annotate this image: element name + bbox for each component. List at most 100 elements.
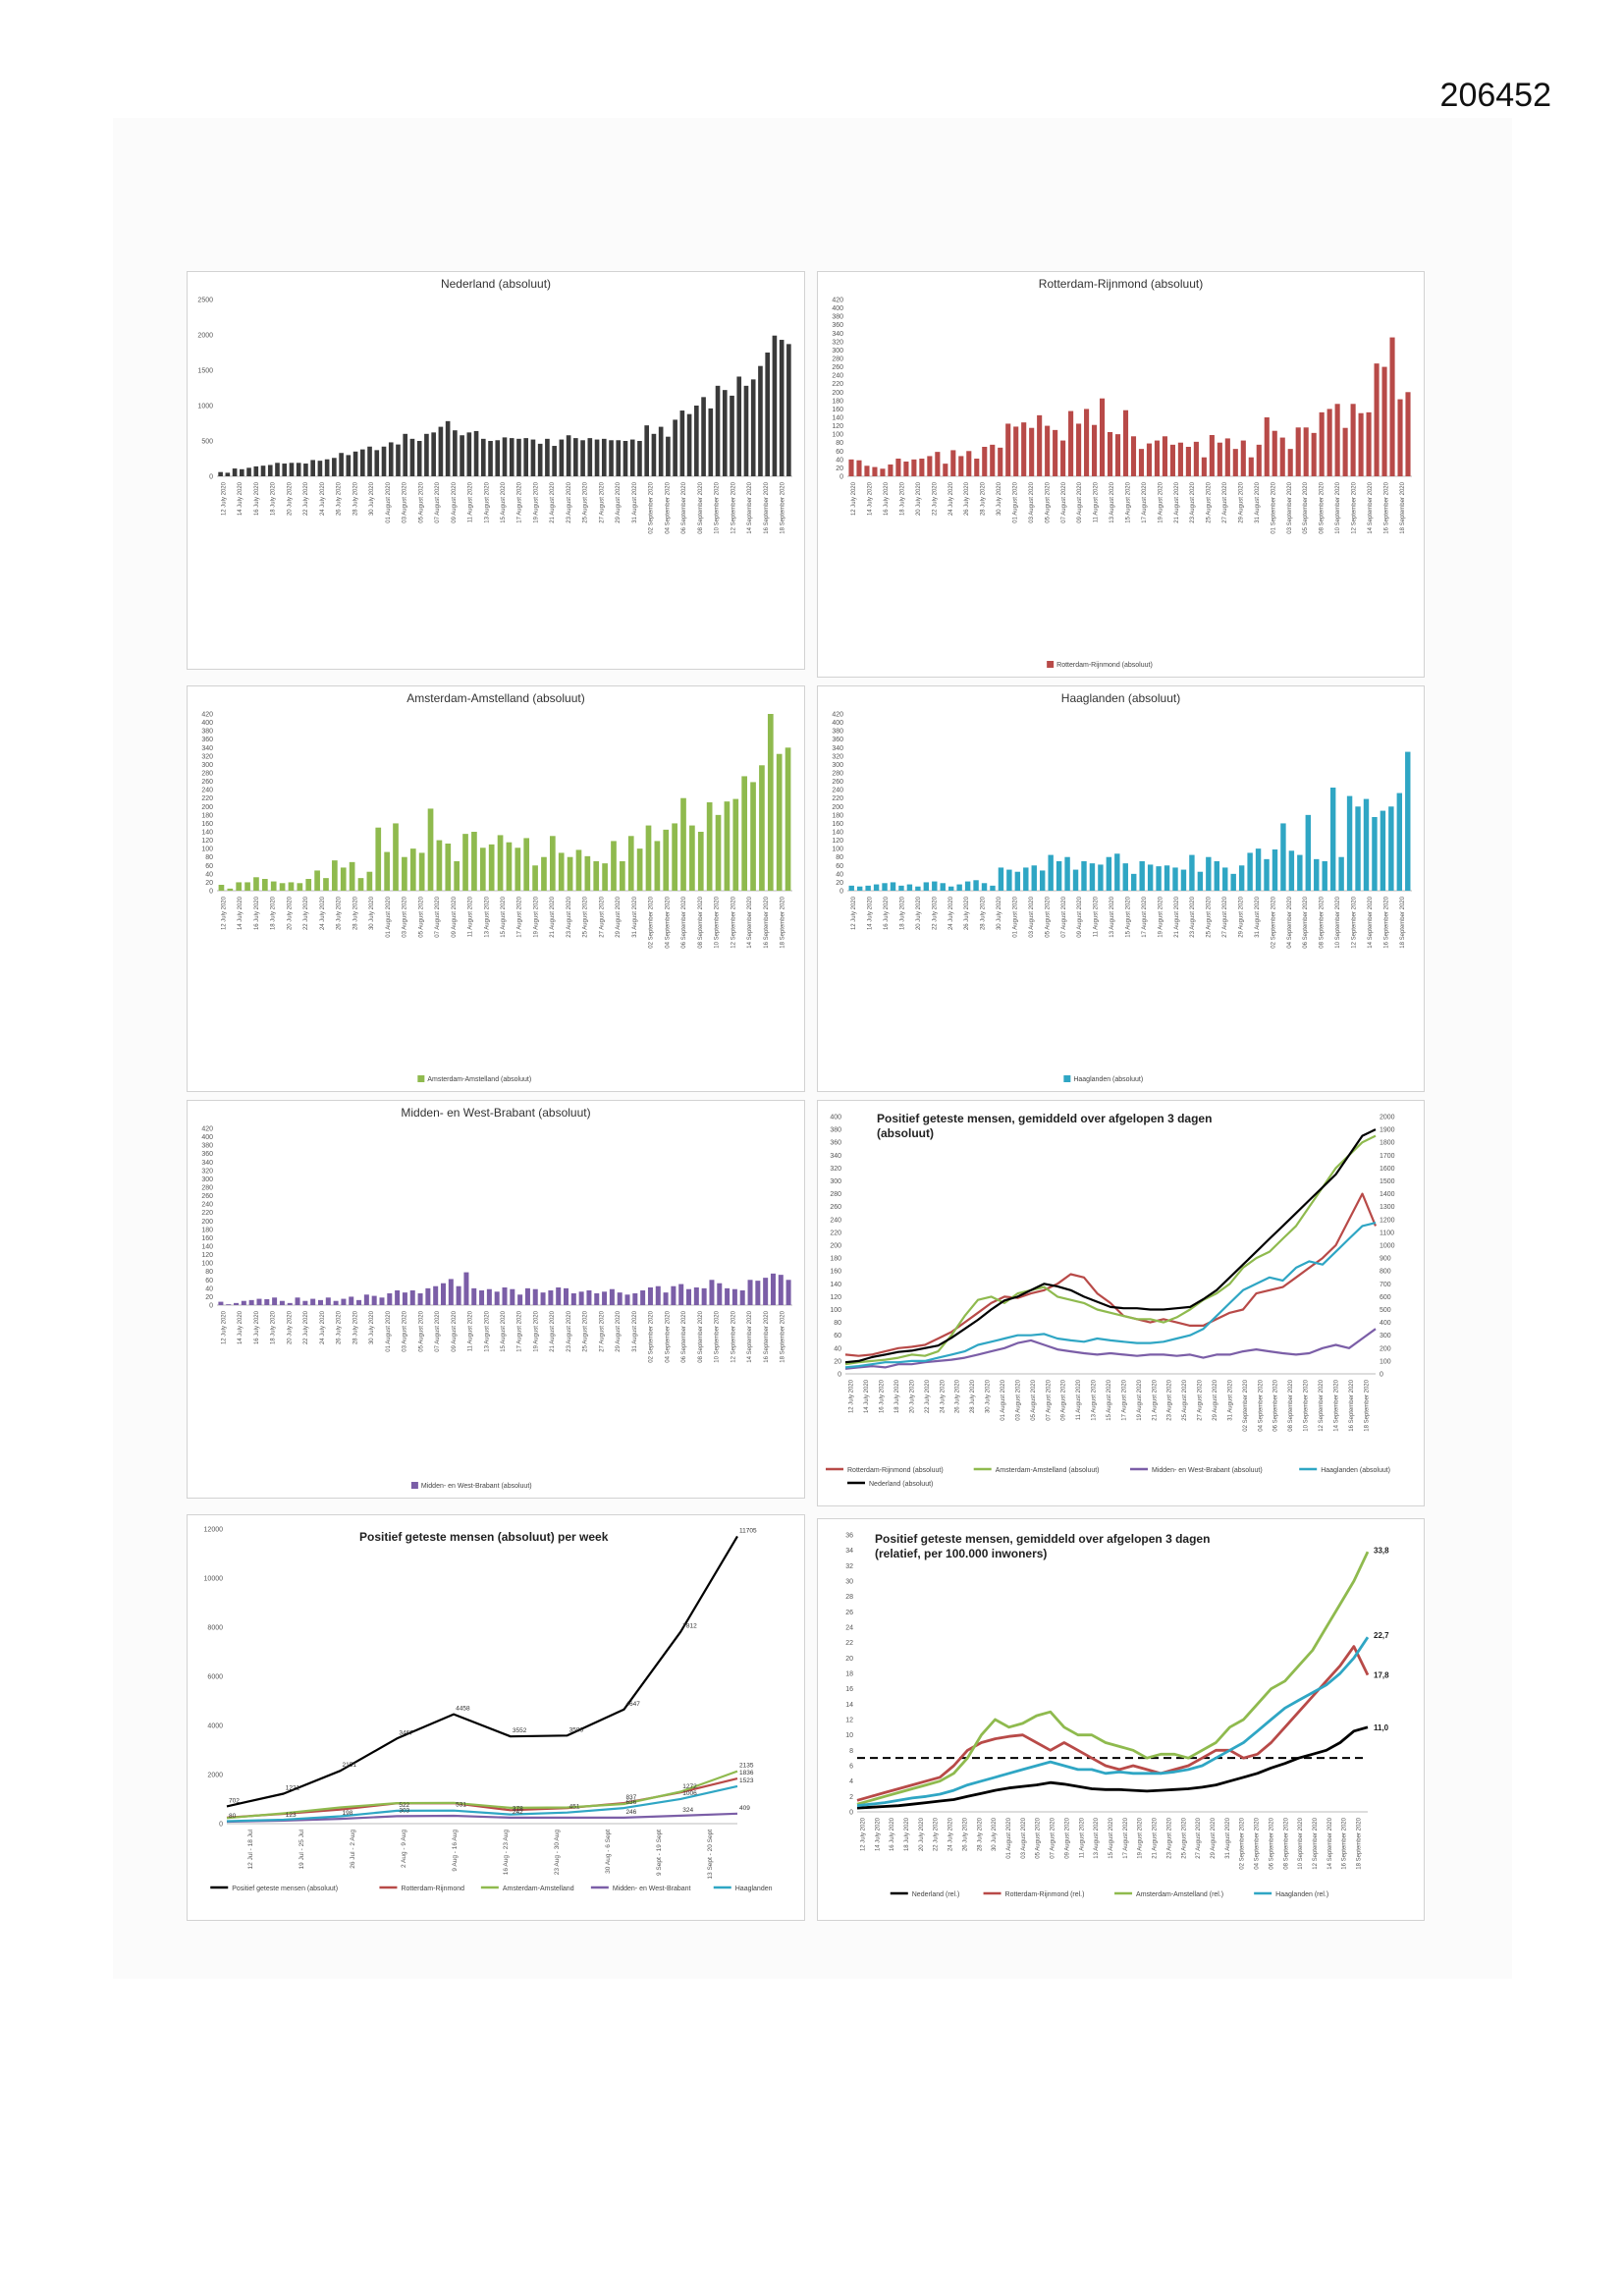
bar [872, 466, 878, 476]
data-label: 1272 [682, 1783, 697, 1790]
x-tick-label: 07 August 2020 [1061, 896, 1067, 937]
bar [1169, 444, 1175, 476]
bar [725, 1287, 731, 1305]
bar [602, 863, 608, 891]
x-tick-label: 05 August 2020 [1036, 1817, 1042, 1858]
bar [517, 1294, 523, 1305]
bar [888, 465, 893, 476]
chart-weekly-absolute: Positief geteste mensen (absoluut) per w… [204, 1527, 773, 1893]
bar [865, 885, 871, 891]
x-tick-label: 06 September 2020 [681, 896, 687, 948]
y-tick-label: 0 [838, 1372, 841, 1379]
x-tick-label: 04 September 2020 [665, 481, 671, 533]
x-tick-label: 08 September 2020 [698, 896, 704, 948]
y-tick-label: 280 [830, 1191, 841, 1198]
bar [632, 1293, 638, 1305]
bar [1138, 449, 1145, 476]
bar [765, 353, 770, 476]
bar [479, 1290, 485, 1305]
bar [1068, 410, 1074, 476]
bar [1076, 423, 1082, 476]
bar [1013, 426, 1019, 476]
x-tick-label: 19 August 2020 [1158, 896, 1164, 937]
y-tick-label: 220 [832, 795, 843, 802]
x-tick-label: 10 September 2020 [1335, 481, 1341, 533]
x-tick-label: 15 August 2020 [501, 896, 507, 937]
bar [1322, 861, 1327, 891]
bar [288, 882, 295, 891]
bar [882, 883, 888, 891]
data-label: 636 [625, 1799, 636, 1806]
x-tick-label: 30 July 2020 [369, 481, 375, 516]
y-tick-label: 80 [205, 854, 213, 861]
x-tick-label: 30 July 2020 [992, 1817, 998, 1851]
bar [1256, 444, 1262, 476]
data-label: 3467 [399, 1729, 413, 1736]
bar [759, 765, 765, 891]
y-tick-label: 420 [832, 712, 843, 719]
x-tick-label: 29 August 2020 [616, 481, 622, 522]
y-tick-label: 400 [832, 305, 843, 312]
bar [253, 877, 259, 891]
bar [253, 465, 259, 476]
y-tick-label: 600 [1380, 1294, 1391, 1301]
bar [974, 459, 980, 476]
data-label: 1523 [739, 1777, 754, 1784]
bar [609, 440, 614, 476]
bar [425, 1287, 431, 1305]
bar [395, 1290, 401, 1305]
bar [240, 468, 244, 476]
bar [736, 376, 742, 476]
y-tick-label: 100 [1380, 1358, 1391, 1365]
x-tick-label: 29 August 2020 [616, 896, 622, 937]
x-tick-label: 26 July 2020 [964, 481, 970, 516]
bar [580, 440, 585, 476]
x-tick-label: 11 August 2020 [468, 896, 474, 937]
x-tick-label: 06 September 2020 [681, 1310, 687, 1362]
bar [915, 886, 921, 891]
bar [409, 438, 415, 476]
bar [671, 1285, 677, 1305]
bar [578, 1291, 584, 1305]
x-tick-label: 16 July 2020 [890, 1817, 895, 1851]
bar [272, 1297, 278, 1305]
x-tick-label: 03 August 2020 [1015, 1379, 1021, 1420]
bar [645, 825, 652, 891]
bar [556, 1287, 562, 1305]
x-tick-label: 30 July 2020 [369, 896, 375, 930]
x-tick-label: 18 September 2020 [781, 481, 786, 533]
bar [715, 814, 722, 891]
y-tick-label: 400 [832, 720, 843, 727]
bar [1106, 856, 1112, 891]
bar [594, 439, 600, 476]
x-tick-label: 02 September 2020 [1271, 896, 1276, 948]
legend-swatch [417, 1075, 425, 1082]
y-tick-label: 6000 [207, 1674, 223, 1681]
y-tick-label: 240 [830, 1217, 841, 1224]
y-tick-label: 60 [834, 1333, 841, 1339]
bar [333, 1300, 339, 1305]
x-tick-label: 18 September 2020 [1364, 1379, 1370, 1431]
bar [701, 1287, 707, 1305]
bar [1374, 363, 1380, 476]
x-tick-label: 15 August 2020 [1107, 1379, 1112, 1420]
x-tick-label: 22 July 2020 [925, 1379, 931, 1413]
x-tick-label: 05 August 2020 [1045, 481, 1051, 522]
bar [1214, 861, 1219, 891]
bar [601, 438, 607, 476]
bar [1172, 867, 1178, 891]
bar [864, 465, 870, 476]
data-label: 522 [399, 1802, 409, 1809]
bar [611, 841, 617, 891]
data-label: 11705 [739, 1527, 757, 1534]
bar [927, 456, 933, 476]
x-tick-label: 29 August 2020 [1211, 1817, 1217, 1858]
data-label: 303 [399, 1807, 409, 1814]
x-tick-label: 12 September 2020 [1313, 1817, 1319, 1869]
x-tick-label: 18 July 2020 [904, 1817, 910, 1851]
data-label: 3552 [513, 1727, 527, 1734]
bar [396, 444, 401, 476]
bar [935, 452, 941, 476]
bar [785, 1280, 791, 1305]
bar [1023, 867, 1029, 891]
